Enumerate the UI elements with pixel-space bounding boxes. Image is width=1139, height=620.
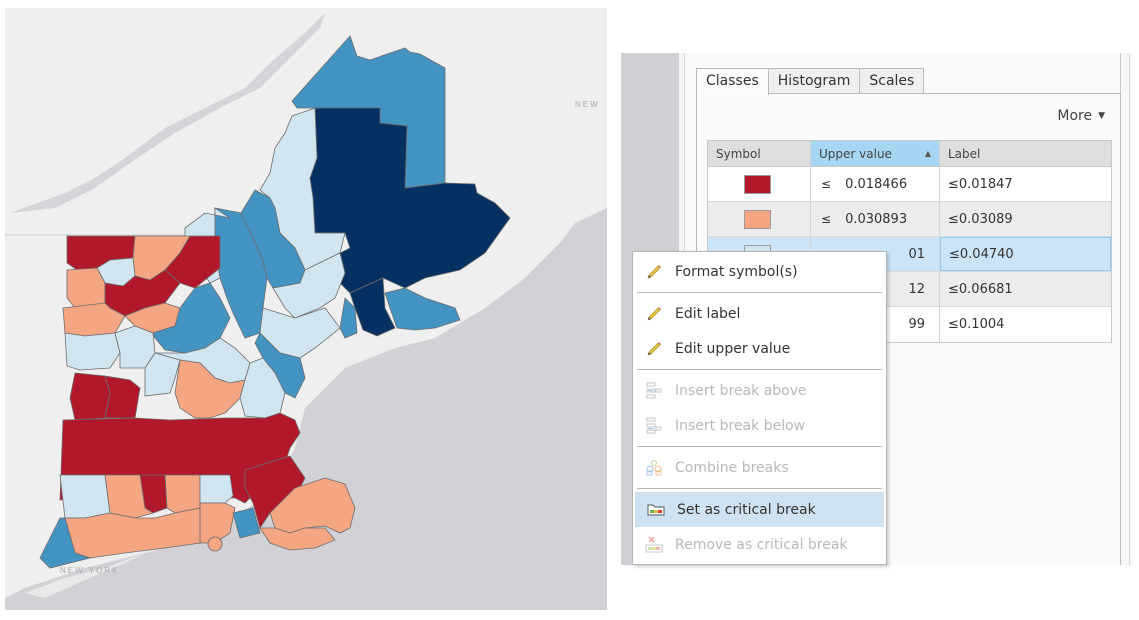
upper-value-cell[interactable]: ≤0.018466 bbox=[811, 167, 940, 201]
tab-strip: Classes Histogram Scales bbox=[696, 68, 925, 95]
symbol-cell[interactable] bbox=[708, 202, 811, 236]
menu-item-insert-break-below[interactable]: Insert break below bbox=[633, 408, 886, 443]
menu-item-set-critical-break[interactable]: Set as critical break bbox=[635, 492, 884, 527]
insert-break-above-icon bbox=[633, 381, 675, 401]
upper-value-cell[interactable]: 01 bbox=[811, 237, 940, 271]
more-label: More bbox=[1057, 108, 1093, 124]
upper-value: 01 bbox=[908, 246, 925, 262]
upper-value-cell[interactable]: 99 bbox=[811, 307, 940, 342]
symbol-swatch[interactable] bbox=[744, 174, 771, 194]
choropleth-map[interactable]: NEW NEW YORK bbox=[5, 8, 607, 610]
menu-item-label: Insert break below bbox=[675, 417, 806, 434]
le-sign: ≤ bbox=[821, 212, 832, 226]
pencil-icon bbox=[633, 340, 675, 358]
tab-scales[interactable]: Scales bbox=[859, 68, 925, 94]
label-cell[interactable]: ≤0.01847 bbox=[948, 176, 1013, 192]
table-row-selected[interactable]: 01 ≤0.04740 bbox=[708, 237, 1111, 272]
combine-breaks-icon bbox=[633, 458, 675, 478]
menu-item-remove-critical-break[interactable]: Remove as critical break bbox=[633, 527, 886, 562]
upper-value: 0.018466 bbox=[845, 176, 908, 192]
context-menu: Format symbol(s) Edit label Edit upper v… bbox=[632, 251, 887, 565]
menu-item-label: Remove as critical break bbox=[675, 536, 848, 553]
menu-item-format-symbols[interactable]: Format symbol(s) bbox=[633, 254, 886, 289]
menu-separator bbox=[637, 369, 882, 370]
map-label-new-york: NEW YORK bbox=[60, 566, 120, 575]
symbol-swatch[interactable] bbox=[744, 209, 771, 229]
tab-classes[interactable]: Classes bbox=[696, 68, 769, 95]
upper-value: 12 bbox=[908, 281, 925, 297]
pencil-icon bbox=[633, 263, 675, 281]
menu-item-edit-label[interactable]: Edit label bbox=[633, 296, 886, 331]
symbol-cell[interactable] bbox=[708, 167, 811, 201]
map-label-new: NEW bbox=[575, 100, 600, 109]
column-header-upper-value-label: Upper value bbox=[819, 146, 892, 161]
upper-value: 0.030893 bbox=[845, 211, 908, 227]
menu-item-label: Format symbol(s) bbox=[675, 263, 798, 280]
table-row[interactable]: ≤0.030893 ≤0.03089 bbox=[708, 202, 1111, 237]
table-header: Symbol Upper value ▲ Label bbox=[708, 141, 1111, 167]
menu-item-combine-breaks[interactable]: Combine breaks bbox=[633, 450, 886, 485]
column-header-upper-value[interactable]: Upper value ▲ bbox=[811, 141, 940, 166]
menu-item-label: Edit label bbox=[675, 305, 741, 322]
tab-histogram[interactable]: Histogram bbox=[767, 68, 861, 94]
menu-separator bbox=[637, 292, 882, 293]
remove-critical-break-icon bbox=[633, 536, 675, 554]
more-menu-button[interactable]: More ▼ bbox=[1057, 108, 1105, 124]
menu-item-insert-break-above[interactable]: Insert break above bbox=[633, 373, 886, 408]
critical-break-icon bbox=[635, 502, 677, 518]
label-cell[interactable]: ≤0.06681 bbox=[948, 281, 1013, 297]
menu-item-edit-upper-value[interactable]: Edit upper value bbox=[633, 331, 886, 366]
menu-item-label: Edit upper value bbox=[675, 340, 791, 357]
pencil-icon bbox=[633, 305, 675, 323]
upper-value-cell[interactable]: ≤0.030893 bbox=[811, 202, 940, 236]
column-header-symbol[interactable]: Symbol bbox=[708, 141, 811, 166]
caret-down-icon: ▼ bbox=[1098, 111, 1105, 121]
menu-item-label: Set as critical break bbox=[677, 501, 816, 518]
menu-item-label: Insert break above bbox=[675, 382, 807, 399]
column-header-label[interactable]: Label bbox=[948, 146, 981, 161]
upper-value: 99 bbox=[908, 317, 925, 332]
menu-separator bbox=[637, 446, 882, 447]
sort-ascending-icon: ▲ bbox=[924, 149, 931, 158]
label-cell[interactable]: ≤0.04740 bbox=[940, 237, 1111, 271]
label-cell[interactable]: ≤0.1004 bbox=[948, 317, 1005, 332]
insert-break-below-icon bbox=[633, 416, 675, 436]
menu-separator bbox=[637, 488, 882, 489]
table-row[interactable]: ≤0.018466 ≤0.01847 bbox=[708, 167, 1111, 202]
label-cell[interactable]: ≤0.03089 bbox=[948, 211, 1013, 227]
map-canvas bbox=[5, 8, 607, 598]
menu-item-label: Combine breaks bbox=[675, 459, 789, 476]
upper-value-cell[interactable]: 12 bbox=[811, 272, 940, 306]
le-sign: ≤ bbox=[821, 177, 832, 191]
panel-scrollbar-track[interactable] bbox=[1120, 53, 1132, 565]
